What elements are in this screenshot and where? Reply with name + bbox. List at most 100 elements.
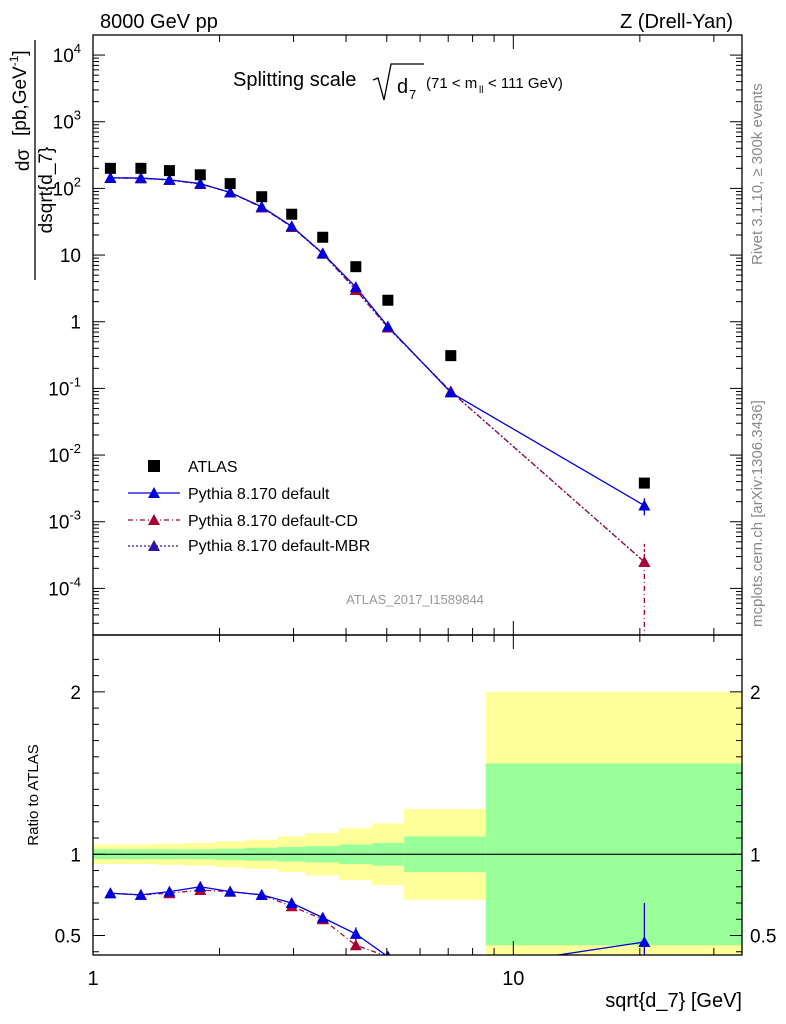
series-point-cd [638, 555, 651, 567]
series-line-cd [110, 177, 645, 563]
ylabel-unit: [pb,GeV [10, 66, 31, 136]
ratio-point-default [349, 927, 362, 939]
series-point-atlas [224, 178, 236, 190]
main-ytick-label: 103 [53, 108, 81, 134]
series-point-atlas [350, 261, 362, 273]
legend-marker-default [148, 487, 160, 498]
ratio-ylabel: Ratio to ATLAS [25, 744, 42, 845]
header-right: Z (Drell-Yan) [620, 11, 733, 33]
svg-text:mcplots.cern.ch [arXiv:1306.34: mcplots.cern.ch [arXiv:1306.3436] [749, 400, 766, 627]
series-line-mbr [110, 177, 645, 563]
ylabel-unit-end: ] [10, 50, 31, 55]
series-point-atlas [256, 191, 268, 203]
ylabel-den: dsqrt{d_7} [36, 147, 57, 234]
ratio-ytick-label-right: 2 [750, 683, 761, 704]
ratio-point-default [445, 965, 457, 976]
svg-text:Rivet 3.1.10, ≥ 300k events: Rivet 3.1.10, ≥ 300k events [749, 83, 766, 265]
main-ylabel-unit: [pb,GeV-1] [7, 50, 31, 136]
legend-label-default: Pythia 8.170 default [188, 486, 330, 503]
ratio-xlabel: sqrt{d_7} [GeV] [605, 990, 742, 1012]
mcplots-label: mcplots.cern.ch [arXiv:1306.3436] [749, 400, 766, 627]
main-ytick-label: 10-2 [48, 441, 81, 467]
svg-text:Ratio to ATLAS: Ratio to ATLAS [25, 744, 42, 845]
series-point-default [224, 186, 237, 198]
series-point-default [255, 200, 268, 212]
title-main: Splitting scale [233, 69, 356, 91]
main-ytick-label: 10-1 [48, 374, 81, 400]
ratio-ytick-label-right: 1 [750, 845, 761, 866]
ratio-axes: 1 10 0.5 0.5 1 1 2 2 [55, 634, 776, 990]
series-point-atlas [317, 231, 329, 243]
svg-text:[pb,GeV-1]: [pb,GeV-1] [7, 50, 31, 136]
ylabel-num: dσ [13, 149, 34, 172]
series-point-default [638, 499, 651, 511]
ratio-point-default [255, 888, 268, 900]
main-ytick-label: 10-3 [48, 508, 81, 534]
ratio-uncertainty-bands [93, 691, 742, 955]
series-point-atlas [163, 165, 175, 177]
title-sym: d [397, 76, 408, 98]
ratio-xtick-label: 1 [87, 968, 98, 990]
series-point-atlas [445, 350, 457, 362]
main-ytick-label: 1 [70, 313, 81, 334]
series-line-default [110, 177, 645, 507]
main-axes: 10-4 10-3 10-2 10-1 1 10 102 103 104 [48, 34, 743, 636]
ratio-ytick-label-right: 0.5 [750, 927, 776, 948]
ratio-point-default [163, 885, 176, 897]
series-point-atlas [638, 477, 650, 489]
series-point-atlas [104, 162, 116, 174]
main-series [104, 162, 651, 635]
main-ytick-label: 104 [53, 41, 81, 67]
legend-marker-mbr [148, 540, 160, 551]
ratio-point-default [638, 936, 651, 948]
series-point-default [444, 386, 457, 398]
ratio-point-default [104, 887, 117, 899]
analysis-watermark: ATLAS_2017_I1589844 [346, 592, 484, 607]
series-point-default [285, 220, 298, 232]
ratio-series [104, 880, 651, 976]
ylabel-unit-sup: -1 [7, 55, 21, 66]
ratio-ytick-label-left: 0.5 [55, 927, 81, 948]
ratio-point-default [194, 880, 207, 892]
legend-label-cd: Pythia 8.170 default-CD [188, 513, 358, 530]
legend-marker-atlas [148, 460, 160, 472]
legend-marker-cd [148, 514, 160, 525]
ratio-point-default [316, 911, 329, 923]
series-point-atlas [194, 169, 206, 181]
ratio-point-default [224, 885, 237, 897]
ratio-ytick-label-left: 2 [70, 683, 81, 704]
ratio-frame [92, 634, 743, 956]
series-point-default [104, 171, 117, 183]
series-point-default [194, 177, 207, 189]
rivet-label: Rivet 3.1.10, ≥ 300k events [749, 83, 766, 265]
legend-label-mbr: Pythia 8.170 default-MBR [188, 538, 370, 555]
series-point-default [163, 173, 176, 185]
plot-title: Splitting scale d 7 (71 < m ll < 111 GeV… [233, 63, 563, 102]
series-point-default [381, 320, 394, 332]
main-ylabel: dσ dsqrt{d_7} [13, 40, 57, 280]
ratio-xtick-label: 10 [502, 968, 524, 990]
ratio-point-default [285, 897, 298, 909]
title-range: (71 < m [426, 75, 477, 92]
series-point-atlas [135, 162, 147, 174]
title-range-end: < 111 GeV) [488, 75, 563, 92]
series-point-atlas [382, 294, 394, 306]
series-point-default [316, 247, 329, 259]
main-ytick-label: 10 [60, 246, 81, 267]
series-point-atlas [286, 208, 298, 220]
ratio-line-default [110, 886, 645, 955]
legend-label-atlas: ATLAS [188, 459, 238, 476]
main-ytick-label: 102 [53, 174, 81, 200]
title-sub: 7 [409, 87, 416, 102]
header-left: 8000 GeV pp [100, 11, 218, 33]
series-point-default [349, 281, 362, 293]
ratio-point-default [134, 888, 147, 900]
main-ytick-label: 10-4 [48, 574, 81, 600]
ratio-point-default [385, 950, 391, 955]
title-range-sub: ll [479, 85, 483, 96]
ratio-point-cd [445, 965, 457, 976]
legend: ATLAS Pythia 8.170 default Pythia 8.170 … [128, 459, 370, 555]
ratio-point-cd [349, 939, 362, 951]
series-point-default [134, 172, 147, 184]
